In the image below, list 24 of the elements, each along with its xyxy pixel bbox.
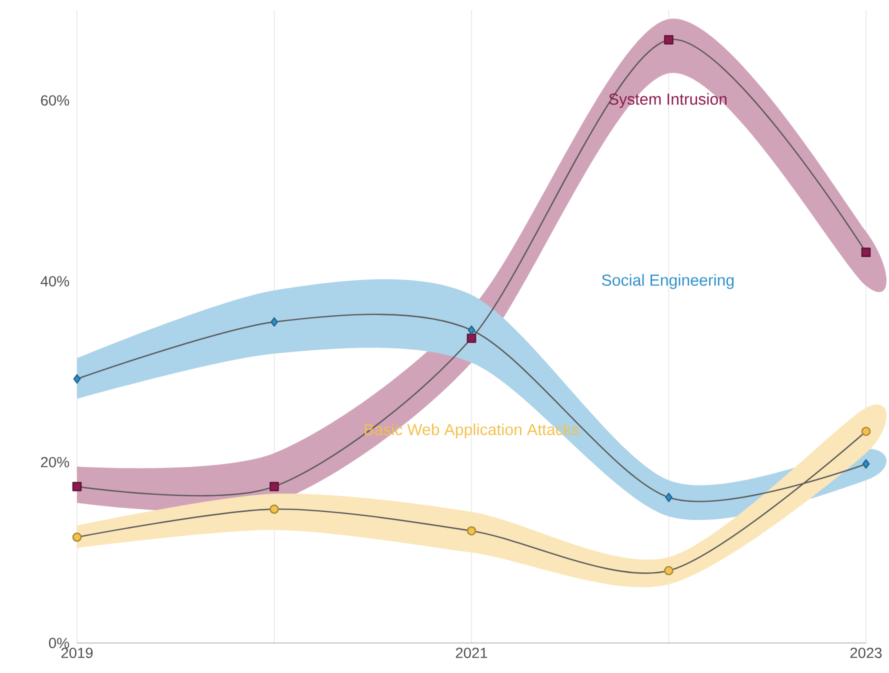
- point: [270, 482, 279, 492]
- point: [73, 374, 81, 384]
- point: [861, 248, 871, 258]
- point: [270, 317, 278, 327]
- point: [862, 459, 870, 469]
- y-tick-label: 40%: [40, 276, 70, 286]
- y-tick-label: 20%: [41, 456, 70, 468]
- text: Social Engineering: [602, 274, 734, 290]
- series-label: System Intrusion: [609, 93, 726, 108]
- x-tick-label: 2019: [61, 648, 93, 658]
- point: [466, 334, 476, 343]
- point: [861, 426, 871, 436]
- point: [664, 566, 674, 576]
- x-tick-label: 2023: [850, 648, 882, 658]
- point: [72, 532, 82, 542]
- point: [665, 492, 672, 502]
- point: [468, 325, 476, 335]
- y-tick-label: 60%: [41, 95, 70, 106]
- point: [72, 482, 82, 492]
- point: [270, 504, 279, 514]
- point: [664, 35, 674, 45]
- x-tick-label: 2021: [456, 648, 488, 658]
- y-tick-label: 0%: [48, 638, 70, 648]
- point: [466, 526, 476, 536]
